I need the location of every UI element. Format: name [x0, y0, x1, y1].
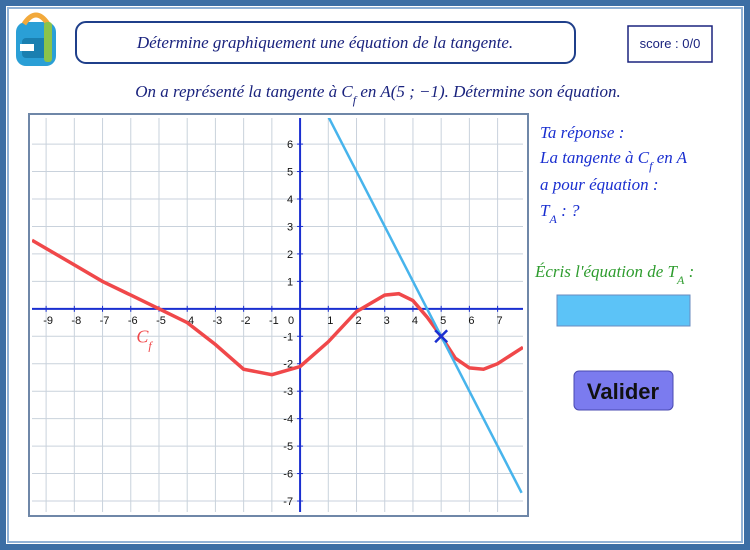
y-tick-label: -1 — [283, 331, 293, 343]
validate-button[interactable]: Valider — [573, 370, 674, 411]
y-tick-label: -5 — [283, 441, 293, 453]
frame-inner — [7, 7, 743, 543]
backpack-icon — [16, 12, 56, 66]
answer-text: T — [540, 201, 551, 220]
x-tick-label: -6 — [128, 315, 138, 327]
title-box — [75, 21, 576, 64]
x-tick-label: 0 — [288, 315, 294, 327]
question: On a représenté la tangente à Cf en A(5 … — [135, 82, 621, 107]
x-tick-label: 2 — [355, 315, 361, 327]
x-tick-label: 6 — [468, 315, 474, 327]
curve-label-text: C — [136, 326, 149, 346]
question-text: On a représenté la tangente à C — [135, 82, 353, 101]
question-sub: f — [353, 93, 358, 107]
y-tick-label: 3 — [287, 221, 293, 233]
x-tick-label: 3 — [384, 315, 390, 327]
answer-sub: f — [649, 159, 654, 173]
answer-input[interactable] — [556, 294, 691, 327]
x-tick-label: 7 — [497, 315, 503, 327]
x-tick-label: -2 — [241, 315, 251, 327]
tangent-line — [327, 118, 523, 494]
title: Détermine graphiquement une équation de … — [136, 33, 513, 52]
answer-sub: A — [548, 212, 557, 226]
graph: -9 -8 -7 -6 -5 -4 -3 -2 -1 0 1 2 3 4 5 6 7 -7 -6 -5 -4 -3 -2 -1… — [32, 118, 523, 512]
question-text: en A(5 ; −1). Détermine son équation. — [356, 82, 621, 101]
y-tick-label: 6 — [287, 139, 293, 151]
answer-text: : ? — [557, 201, 580, 220]
button-bg[interactable] — [573, 370, 674, 411]
answer-line: La tangente à Cf en A — [539, 148, 688, 173]
score-box — [627, 25, 713, 63]
x-tick-label: -8 — [71, 315, 81, 327]
point-a — [434, 329, 449, 344]
y-tick-label: -6 — [283, 469, 293, 481]
score: score : 0/0 — [640, 36, 701, 51]
x-tick-label: -1 — [269, 315, 279, 327]
x-tick-label: 1 — [327, 315, 333, 327]
y-tick-label: 5 — [287, 167, 293, 179]
prompt-text: : — [684, 262, 694, 281]
answer-heading: Ta réponse : — [540, 123, 624, 142]
y-tick-label: -3 — [283, 386, 293, 398]
curve-label-sub: f — [148, 338, 153, 352]
prompt: Écris l'équation de TA : — [534, 262, 694, 287]
y-tick-label: 1 — [287, 276, 293, 288]
x-tick-label: -9 — [43, 315, 53, 327]
answer-line: a pour équation : — [540, 175, 659, 194]
y-tick-label: -4 — [283, 414, 293, 426]
y-tick-label: -7 — [283, 496, 293, 508]
answer-text: en A — [652, 148, 687, 167]
x-tick-label: -3 — [213, 315, 223, 327]
x-tick-label: 5 — [440, 315, 446, 327]
y-tick-label: 2 — [287, 249, 293, 261]
curve — [32, 238, 523, 377]
x-tick-label: -7 — [100, 315, 110, 327]
x-tick-label: 4 — [412, 315, 418, 327]
x-tick-label: -4 — [184, 315, 194, 327]
prompt-text: Écris l'équation de T — [534, 262, 679, 281]
y-tick-label: -2 — [283, 359, 293, 371]
x-tick-label: -5 — [156, 315, 166, 327]
curve-label: Cf — [136, 326, 153, 352]
button-label[interactable]: Valider — [587, 379, 660, 404]
prompt-sub: A — [676, 273, 685, 287]
answer-text: La tangente à C — [539, 148, 650, 167]
y-tick-label: 4 — [287, 194, 293, 206]
answer-panel: Ta réponse : La tangente à Cf en A a pou… — [539, 123, 688, 226]
answer-line: TA : ? — [540, 201, 580, 226]
graph-frame — [28, 113, 529, 517]
